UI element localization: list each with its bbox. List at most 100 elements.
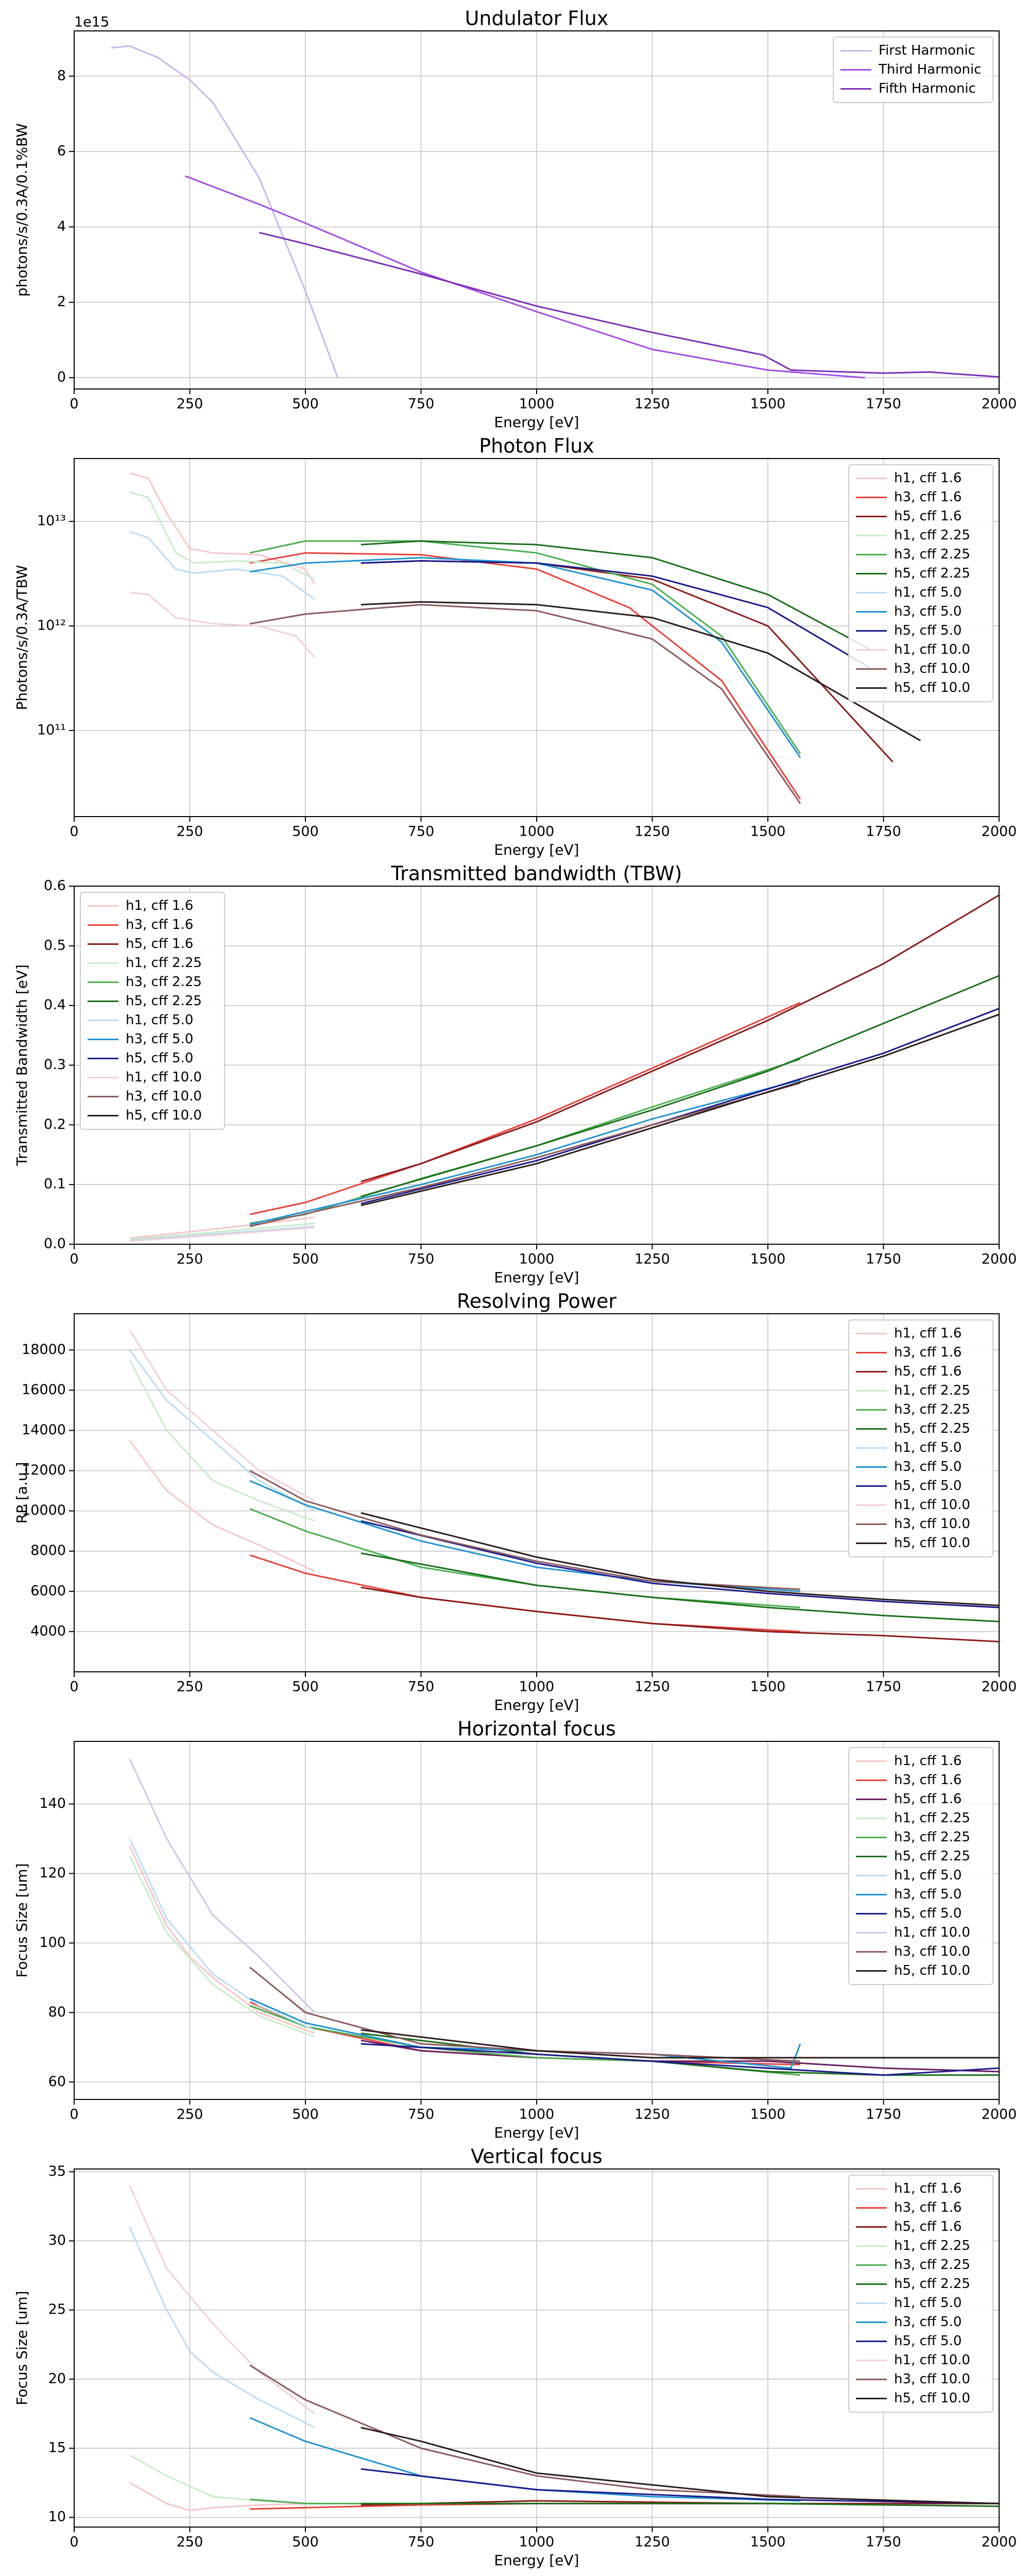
legend-label: h5, cff 1.6 [894,1791,962,1807]
x-tick-label: 1500 [750,1679,786,1695]
legend-label: h3, cff 10.0 [894,661,970,676]
series-line [249,1079,801,1226]
series-line [129,2454,315,2504]
x-axis-label: Energy [eV] [494,1697,579,1714]
series-line [259,231,999,378]
y-tick-label: 140 [39,1795,66,1811]
x-tick-label: 250 [177,396,203,412]
series-line [360,2029,999,2059]
legend-label: h3, cff 1.6 [894,1772,962,1788]
axes-frame [74,2168,1000,2528]
legend-label: h3, cff 10.0 [894,2371,970,2387]
x-tick-label: 1750 [866,1251,901,1267]
legend-label: h3, cff 5.0 [894,2314,962,2330]
legend-label: h5, cff 2.25 [126,993,202,1009]
legend-label: First Harmonic [879,43,975,58]
chart-panel: 0 250 500 750 1000 1250 1500 1750 2000 0 2 4 6 8 Undul… [13,7,1017,431]
y-tick-label: 4000 [30,1623,66,1639]
chart-title: Horizontal focus [457,1718,616,1740]
chart-title: Resolving Power [457,1290,616,1313]
x-tick-label: 0 [70,2534,78,2550]
y-tick-label: 10¹² [37,617,66,633]
legend-label: h5, cff 2.25 [894,1421,970,1436]
legend-label: h1, cff 10.0 [894,642,970,657]
x-tick-label: 2000 [982,824,1017,840]
x-tick-label: 1750 [866,396,901,412]
x-tick-label: 750 [408,2107,435,2123]
x-tick-label: 1000 [519,2107,555,2123]
x-tick-label: 500 [292,824,319,840]
x-tick-label: 0 [70,396,78,412]
axes-frame [74,1313,1000,1672]
legend-box [848,1319,993,1557]
x-tick-label: 2000 [982,1679,1017,1695]
y-tick-label: 25 [48,2301,66,2317]
x-tick-label: 2000 [982,1251,1017,1267]
series-line [360,1008,999,1205]
legend-label: h5, cff 5.0 [894,1478,962,1494]
legend-label: h1, cff 5.0 [894,2295,962,2311]
y-tick-label: 100 [39,1935,66,1951]
legend-label: h3, cff 2.25 [894,1829,970,1845]
y-tick-label: 14000 [22,1422,66,1438]
y-tick-label: 0 [57,369,66,385]
legend-label: Fifth Harmonic [879,81,976,96]
legend-label: h1, cff 5.0 [126,1012,193,1028]
legend-label: h3, cff 5.0 [894,1459,962,1475]
legend-label: h1, cff 10.0 [126,1070,202,1085]
series-line [184,175,865,379]
series-line [360,2032,999,2076]
y-tick-label: 0.2 [44,1116,66,1132]
series-line [360,2468,999,2504]
y-tick-label: 30 [48,2232,66,2248]
y-tick-label: 6000 [30,1583,66,1599]
x-tick-label: 1500 [750,396,786,412]
x-tick-label: 500 [292,2107,319,2123]
y-tick-label: 18000 [22,1342,66,1358]
y-tick-label: 0.4 [44,997,66,1013]
y-tick-label: 10000 [22,1502,66,1518]
legend-label: h1, cff 2.25 [894,1810,970,1826]
x-tick-label: 750 [408,396,435,412]
series-line [360,560,894,762]
y-tick-label: 15 [48,2440,66,2456]
legend-label: h1, cff 10.0 [894,2352,970,2368]
legend-label: h1, cff 2.25 [126,955,202,971]
legend-label: h1, cff 5.0 [894,585,962,600]
legend-label: h1, cff 1.6 [894,2181,962,2196]
x-tick-label: 1000 [519,1251,555,1267]
legend-label: h1, cff 5.0 [894,1868,962,1883]
legend-label: h3, cff 2.25 [126,974,202,990]
series-line [129,1329,315,1502]
x-axis-label: Energy [eV] [494,414,579,431]
series-line [249,1480,801,1592]
y-tick-label: 120 [39,1865,66,1881]
chart-panel: 0 250 500 750 1000 1250 1500 1750 2000 0.0 0.1 0.2 0… [13,862,1017,1286]
chart-panel: 0 250 500 750 1000 1250 1500 1750 2000 10¹¹ 10¹² 10… [13,435,1017,859]
legend-box [848,464,993,702]
y-axis-label: Transmitted Bandwidth [eV] [13,964,30,1166]
y-offset-label: 1e15 [74,14,109,30]
x-tick-label: 750 [408,2534,435,2550]
x-axis-label: Energy [eV] [494,2124,579,2141]
legend-label: h5, cff 10.0 [894,1963,970,1978]
series-line [249,557,801,758]
legend-label: h3, cff 2.25 [894,2257,970,2273]
series-line [129,1349,315,1512]
y-tick-label: 35 [48,2163,66,2179]
x-tick-label: 250 [177,824,203,840]
chart-panel: 0 250 500 750 1000 1250 1500 1750 2000 60 80 100 120… [13,1718,1017,2142]
x-axis-label: Energy [eV] [494,2552,579,2569]
legend-label: h3, cff 1.6 [126,917,193,933]
y-tick-label: 10¹³ [37,513,66,529]
y-tick-label: 12000 [22,1462,66,1478]
y-axis-label: RP [a.u.] [13,1462,30,1524]
x-tick-label: 0 [70,824,78,840]
legend-label: h1, cff 1.6 [894,1326,962,1341]
series-line [249,2001,800,2065]
legend-label: h3, cff 1.6 [894,489,962,505]
x-tick-label: 250 [177,2534,203,2550]
x-tick-label: 0 [70,1679,78,1695]
x-tick-label: 1000 [519,824,555,840]
x-tick-label: 750 [408,1679,435,1695]
